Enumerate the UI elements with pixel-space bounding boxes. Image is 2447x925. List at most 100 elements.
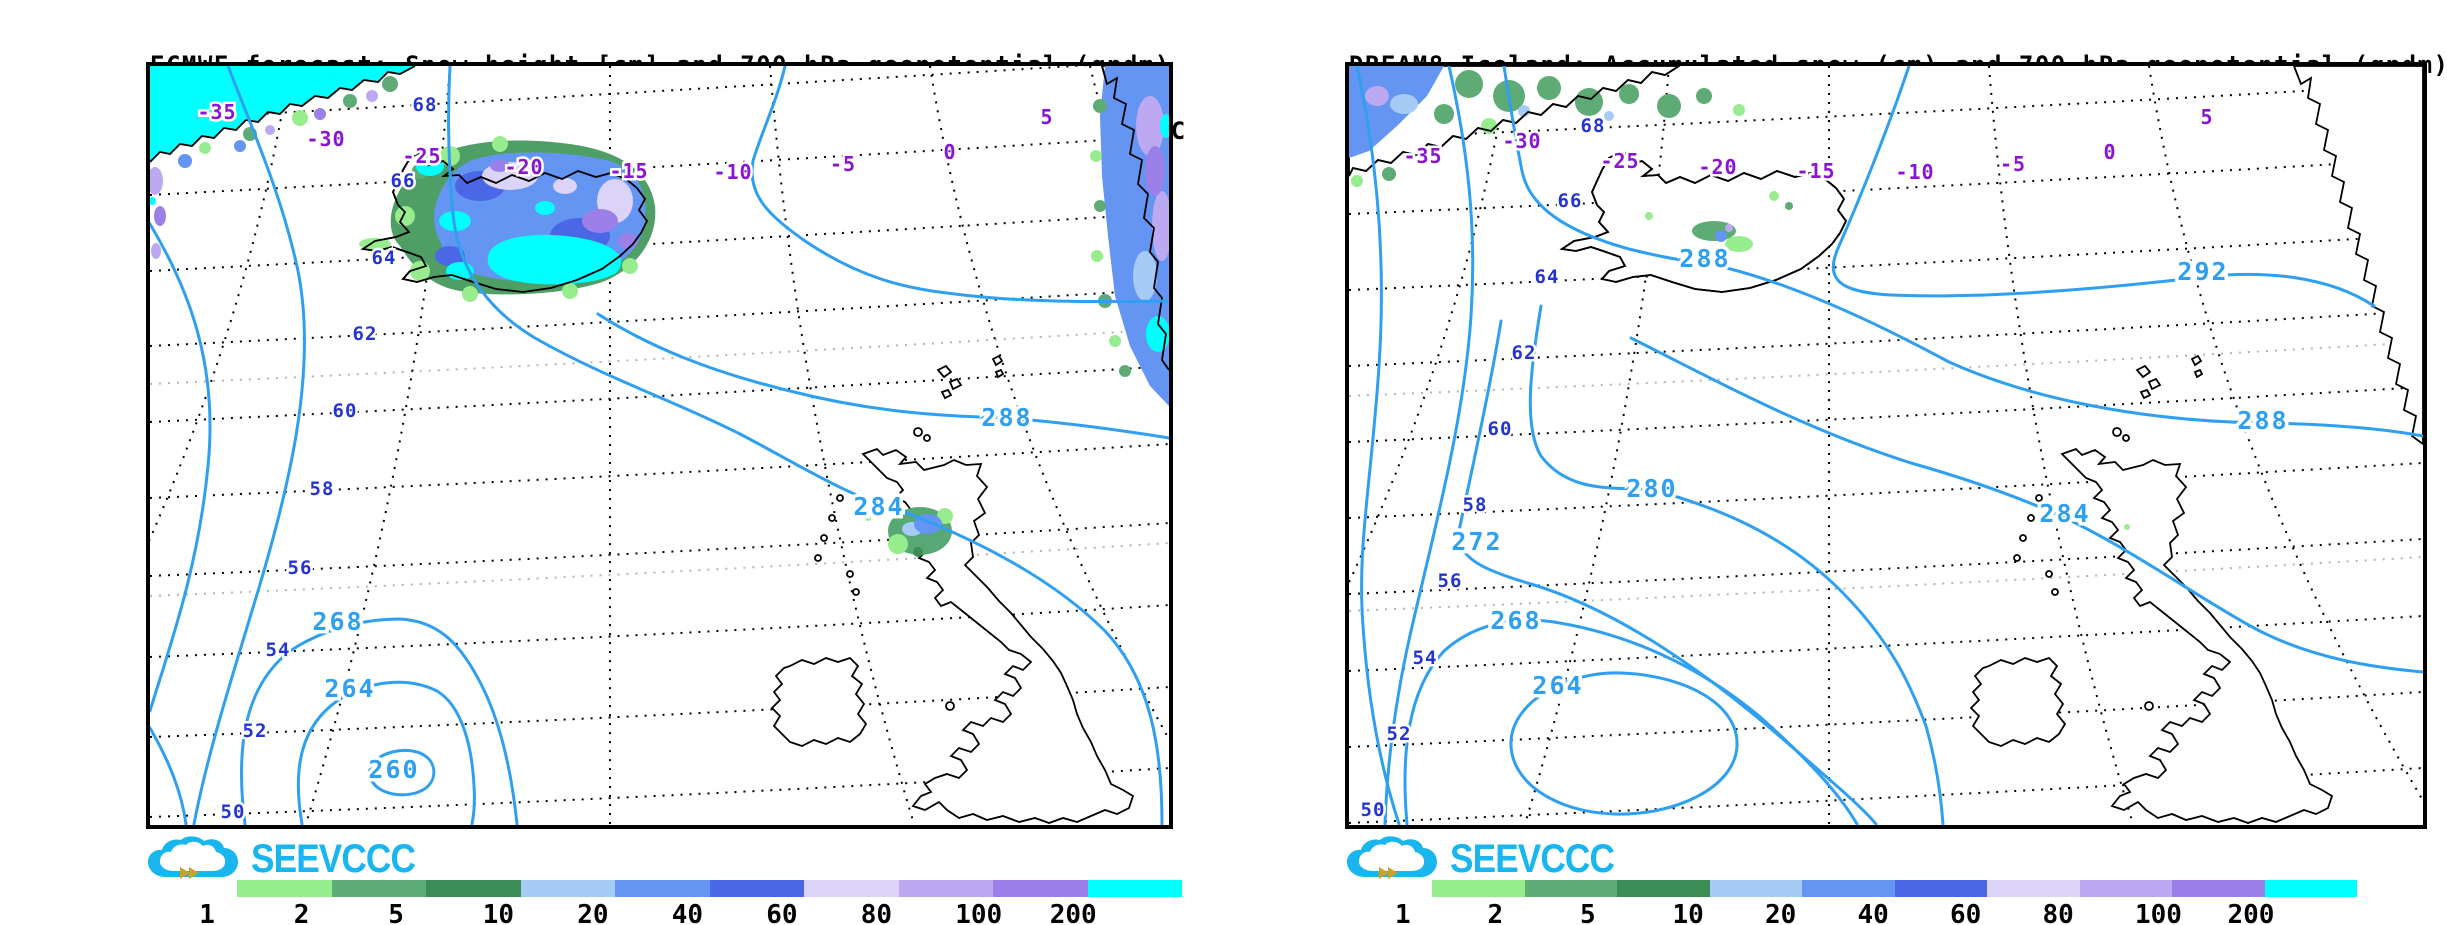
temperature-label: -15 (1796, 159, 1835, 183)
colorbar-segment (2172, 880, 2265, 897)
temperature-label: -35 (197, 100, 236, 124)
latitude-label: 54 (1413, 647, 1438, 669)
colorbar-strip (1432, 880, 2357, 897)
geopotential-label: 264 (1532, 671, 1583, 700)
colorbar-tick-label: 200 (2227, 900, 2275, 925)
latitude-label: 52 (243, 720, 268, 742)
temperature-label: -10 (1895, 160, 1934, 184)
temperature-label: -30 (306, 127, 345, 151)
colorbar-tick-label: 20 (1765, 900, 1797, 925)
temperature-label: -25 (402, 144, 441, 168)
logo-text: SEEVCCC (251, 836, 416, 881)
latitude-label: 64 (1535, 266, 1560, 288)
temperature-label: -20 (504, 155, 543, 179)
colorbar-segment (898, 880, 993, 897)
geopotential-label: 260 (368, 755, 419, 784)
snow-colorbar: 1 2 5 10 20 40 60 80 100 200 (199, 880, 1182, 925)
latitude-label: 68 (413, 94, 438, 116)
geopotential-label: 284 (853, 492, 904, 521)
landmasses-right (1349, 66, 2423, 824)
seevccc-logo: SEEVCCC (1345, 834, 1636, 884)
latitude-label: 58 (1463, 494, 1488, 516)
colorbar-segment (1432, 880, 1525, 897)
colorbar-segment (237, 880, 332, 897)
colorbar-segment (1617, 880, 1710, 897)
temperature-label: 0 (2103, 140, 2116, 164)
map-dream8: 292 288 288 284 280 272 268 264 -35 -30 … (1345, 62, 2427, 829)
temperature-label: -25 (1600, 149, 1639, 173)
latitude-label: 62 (1512, 342, 1537, 364)
geopotential-label: 288 (981, 403, 1032, 432)
labels-right: 292 288 288 284 280 272 268 264 -35 -30 … (1358, 103, 2290, 824)
geopotential-label: 272 (1451, 527, 1502, 556)
colorbar-strip (237, 880, 1182, 897)
latitude-label: 56 (288, 557, 313, 579)
colorbar-segment (1087, 880, 1182, 897)
colorbar-tick-label: 80 (2042, 900, 2074, 925)
latitude-label: 66 (1558, 190, 1583, 212)
geopotential-contours-right (1355, 66, 2423, 825)
geopotential-label: 284 (2039, 499, 2090, 528)
colorbar-segment (2264, 880, 2357, 897)
latitude-label: 68 (1581, 115, 1606, 137)
uk-coast (2061, 448, 2333, 824)
colorbar-tick-label: 80 (860, 900, 893, 925)
colorbar-segment (993, 880, 1088, 897)
snow-shading-left (150, 66, 1169, 557)
latitude-label: 66 (391, 170, 416, 192)
latitude-label: 62 (353, 323, 378, 345)
ireland-coast (1970, 657, 2066, 747)
temperature-label: -10 (713, 160, 752, 184)
latitude-label: 50 (221, 801, 246, 823)
temperature-label: 5 (2200, 105, 2213, 129)
snow-shading-right (1349, 66, 2130, 530)
colorbar-segment (709, 880, 804, 897)
colorbar-tick-label: 1 (199, 900, 215, 925)
colorbar-tick-label: 20 (577, 900, 609, 925)
map-dream8-canvas: 292 288 288 284 280 272 268 264 -35 -30 … (1349, 66, 2423, 825)
colorbar-labels: 1 2 5 10 20 40 60 80 100 200 (1395, 900, 2357, 925)
temperature-label: -35 (1403, 144, 1442, 168)
colorbar-segment (520, 880, 615, 897)
colorbar-tick-label: 100 (955, 900, 1003, 925)
norway-coast (2293, 66, 2423, 446)
temperature-label: -5 (2000, 152, 2026, 176)
cloud-icon (1347, 836, 1437, 879)
colorbar-tick-label: 40 (1857, 900, 1889, 925)
geopotential-label: 292 (2177, 257, 2228, 286)
ireland-coast (771, 657, 867, 747)
cloud-icon (148, 836, 238, 879)
colorbar-segment (2079, 880, 2172, 897)
snow-colorbar: 1 2 5 10 20 40 60 80 100 200 (1395, 880, 2357, 925)
map-ecmwf-canvas: 288 284 268 264 260 -35 -30 -25 -20 -15 … (150, 66, 1169, 825)
geopotential-label: 288 (2237, 406, 2288, 435)
landmasses-left (150, 66, 1169, 824)
colorbar-tick-label: 100 (2135, 900, 2182, 925)
latitude-label: 52 (1387, 723, 1412, 745)
colorbar-tick-label: 5 (1580, 900, 1596, 925)
colorbar-tick-label: 10 (482, 900, 515, 925)
geopotential-label: 268 (312, 607, 363, 636)
map-ecmwf: 288 284 268 264 260 -35 -30 -25 -20 -15 … (146, 62, 1173, 829)
temperature-label: -5 (830, 152, 856, 176)
colorbar-tick-label: 5 (388, 900, 404, 925)
colorbar-tick-label: 60 (766, 900, 798, 925)
colorbar-tick-label: 40 (671, 900, 704, 925)
coastlines-left (150, 66, 1169, 371)
colorbar-tick-label: 200 (1049, 900, 1097, 925)
latitude-label: 60 (333, 400, 358, 422)
temperature-label: 5 (1040, 105, 1053, 129)
geopotential-label: 268 (1490, 606, 1541, 635)
temperature-label: 0 (943, 140, 956, 164)
colorbar-tick-label: 10 (1672, 900, 1704, 925)
colorbar-segment (331, 880, 426, 897)
latitude-label: 64 (372, 247, 397, 269)
temperature-label: -15 (609, 159, 648, 183)
seevccc-logo: SEEVCCC (146, 834, 437, 884)
colorbar-segment (1987, 880, 2080, 897)
geopotential-contours-left (150, 66, 1169, 825)
latitude-label: 60 (1488, 418, 1513, 440)
colorbar-segment (1894, 880, 1987, 897)
colorbar-tick-label: 2 (1487, 900, 1504, 925)
